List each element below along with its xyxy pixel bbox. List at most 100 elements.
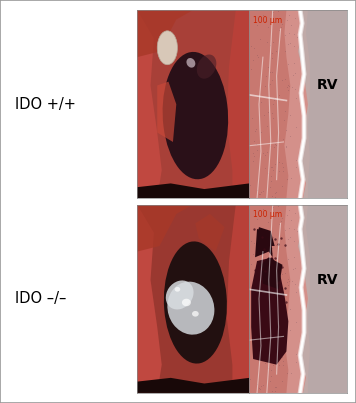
- Point: [288, 217, 294, 223]
- Point: [271, 291, 277, 297]
- Point: [262, 359, 268, 366]
- Point: [292, 210, 298, 216]
- Point: [270, 115, 276, 121]
- Point: [254, 21, 260, 28]
- Point: [282, 108, 288, 114]
- Point: [283, 338, 289, 344]
- Point: [254, 147, 260, 153]
- Point: [251, 332, 256, 338]
- Point: [273, 47, 279, 54]
- Point: [277, 362, 282, 369]
- Point: [279, 160, 285, 166]
- Point: [286, 206, 292, 213]
- Point: [282, 270, 287, 276]
- Point: [251, 353, 256, 359]
- Point: [262, 346, 268, 352]
- Point: [269, 77, 275, 83]
- Polygon shape: [227, 205, 249, 393]
- Point: [268, 311, 273, 318]
- Point: [269, 388, 275, 394]
- Point: [288, 133, 293, 139]
- Point: [269, 263, 275, 270]
- Point: [287, 234, 293, 240]
- Point: [293, 351, 298, 357]
- Point: [265, 258, 271, 265]
- Point: [287, 112, 292, 118]
- Point: [252, 329, 257, 335]
- Point: [284, 84, 290, 91]
- Point: [263, 328, 269, 334]
- Point: [289, 83, 295, 90]
- Point: [254, 381, 260, 388]
- Point: [284, 370, 289, 376]
- Point: [265, 170, 271, 177]
- Point: [273, 383, 279, 390]
- Point: [270, 39, 276, 46]
- Point: [269, 164, 275, 170]
- Point: [270, 309, 276, 316]
- Point: [251, 153, 257, 160]
- Point: [252, 341, 258, 348]
- Polygon shape: [137, 183, 249, 199]
- Polygon shape: [261, 257, 283, 289]
- Point: [251, 343, 257, 349]
- Point: [259, 329, 265, 335]
- Polygon shape: [306, 10, 347, 199]
- Point: [265, 364, 271, 371]
- Point: [288, 22, 294, 29]
- Point: [261, 286, 267, 293]
- Point: [279, 183, 285, 190]
- Point: [247, 182, 253, 188]
- Point: [254, 341, 260, 347]
- Point: [275, 203, 281, 209]
- Point: [267, 275, 273, 281]
- Point: [288, 327, 293, 334]
- Point: [255, 52, 260, 58]
- Point: [282, 48, 288, 54]
- Point: [269, 69, 275, 75]
- Point: [250, 251, 256, 257]
- Text: IDO –/–: IDO –/–: [15, 291, 67, 306]
- Point: [274, 142, 279, 149]
- Polygon shape: [249, 205, 308, 393]
- Point: [269, 110, 275, 117]
- Polygon shape: [157, 82, 176, 142]
- Point: [294, 124, 299, 131]
- Point: [252, 267, 258, 274]
- Point: [275, 8, 281, 15]
- Polygon shape: [137, 205, 162, 393]
- Point: [274, 352, 280, 359]
- Point: [261, 344, 266, 351]
- Point: [267, 184, 273, 190]
- Point: [293, 156, 298, 163]
- Point: [257, 191, 263, 197]
- Point: [272, 189, 278, 196]
- Point: [293, 164, 299, 170]
- Point: [258, 231, 263, 237]
- Point: [270, 167, 276, 174]
- Point: [281, 97, 287, 104]
- Polygon shape: [249, 205, 290, 393]
- Point: [273, 341, 279, 347]
- Point: [282, 328, 288, 334]
- Point: [248, 43, 254, 50]
- Point: [284, 176, 289, 182]
- Polygon shape: [251, 257, 288, 365]
- Point: [254, 347, 260, 353]
- Point: [272, 141, 278, 147]
- Point: [279, 348, 285, 354]
- Point: [292, 70, 298, 77]
- Point: [264, 233, 270, 240]
- Point: [267, 330, 272, 337]
- Point: [264, 318, 269, 324]
- Ellipse shape: [182, 299, 191, 306]
- Point: [293, 359, 299, 365]
- Point: [269, 193, 275, 200]
- Point: [285, 61, 290, 68]
- Point: [258, 351, 264, 358]
- Point: [286, 224, 292, 231]
- Point: [270, 234, 276, 240]
- Point: [260, 234, 265, 241]
- Point: [270, 361, 276, 368]
- Point: [283, 322, 289, 328]
